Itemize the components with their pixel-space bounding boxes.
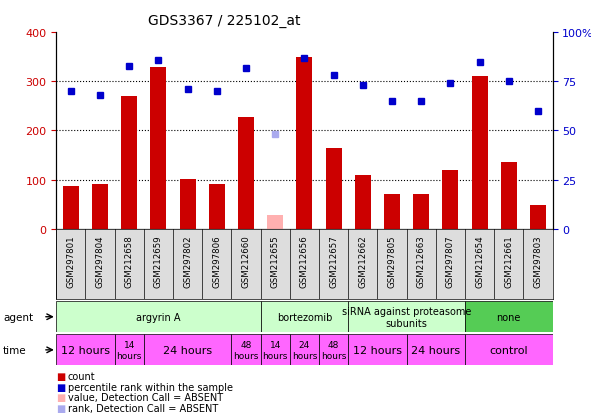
- Text: 24 hours: 24 hours: [163, 345, 212, 355]
- Text: 24
hours: 24 hours: [292, 340, 317, 360]
- Text: GSM212654: GSM212654: [475, 235, 484, 287]
- Text: GSM212663: GSM212663: [417, 235, 426, 287]
- Text: GSM212655: GSM212655: [271, 235, 280, 287]
- Bar: [348, 335, 407, 366]
- Bar: [465, 301, 553, 332]
- Bar: [407, 335, 465, 366]
- Bar: [261, 301, 348, 332]
- Bar: [472, 77, 488, 229]
- Text: 12 hours: 12 hours: [61, 345, 110, 355]
- Text: agent: agent: [3, 312, 33, 322]
- Bar: [238, 117, 254, 229]
- Text: GSM212660: GSM212660: [242, 235, 251, 287]
- Bar: [326, 148, 342, 229]
- Text: control: control: [489, 345, 528, 355]
- Bar: [115, 335, 144, 366]
- Bar: [56, 301, 261, 332]
- Bar: [121, 97, 137, 229]
- Bar: [501, 163, 517, 229]
- Text: none: none: [496, 312, 521, 322]
- Text: GSM212656: GSM212656: [300, 235, 309, 287]
- Text: GSM297805: GSM297805: [388, 235, 397, 287]
- Bar: [63, 186, 79, 229]
- Bar: [348, 301, 465, 332]
- Bar: [290, 335, 319, 366]
- Text: GSM297807: GSM297807: [446, 235, 455, 287]
- Bar: [530, 206, 546, 229]
- Bar: [267, 216, 283, 229]
- Text: 24 hours: 24 hours: [411, 345, 460, 355]
- Text: count: count: [68, 371, 96, 381]
- Text: rank, Detection Call = ABSENT: rank, Detection Call = ABSENT: [68, 403, 218, 413]
- Text: GSM297801: GSM297801: [66, 235, 75, 287]
- Text: GSM297804: GSM297804: [96, 235, 105, 287]
- Text: GSM297802: GSM297802: [183, 235, 192, 287]
- Text: ■: ■: [56, 371, 66, 381]
- Bar: [319, 335, 348, 366]
- Bar: [442, 170, 459, 229]
- Text: ■: ■: [56, 382, 66, 392]
- Text: GSM212657: GSM212657: [329, 235, 338, 287]
- Text: 12 hours: 12 hours: [353, 345, 402, 355]
- Text: 14
hours: 14 hours: [116, 340, 142, 360]
- Bar: [384, 195, 400, 229]
- Text: GSM212659: GSM212659: [154, 235, 163, 287]
- Bar: [150, 67, 167, 229]
- Text: 48
hours: 48 hours: [233, 340, 259, 360]
- Bar: [413, 195, 429, 229]
- Bar: [56, 335, 115, 366]
- Bar: [144, 335, 231, 366]
- Text: GSM297803: GSM297803: [534, 235, 543, 287]
- Text: GDS3367 / 225102_at: GDS3367 / 225102_at: [148, 14, 301, 28]
- Bar: [92, 184, 108, 229]
- Text: percentile rank within the sample: percentile rank within the sample: [68, 382, 233, 392]
- Bar: [261, 335, 290, 366]
- Text: 14
hours: 14 hours: [262, 340, 288, 360]
- Text: value, Detection Call = ABSENT: value, Detection Call = ABSENT: [68, 392, 223, 402]
- Bar: [231, 335, 261, 366]
- Text: 48
hours: 48 hours: [321, 340, 346, 360]
- Text: GSM212661: GSM212661: [504, 235, 513, 287]
- Text: argyrin A: argyrin A: [136, 312, 181, 322]
- Text: GSM297806: GSM297806: [212, 235, 221, 287]
- Bar: [180, 179, 196, 229]
- Bar: [355, 175, 371, 229]
- Bar: [296, 57, 313, 229]
- Text: bortezomib: bortezomib: [277, 312, 332, 322]
- Text: time: time: [3, 345, 27, 355]
- Bar: [465, 335, 553, 366]
- Text: siRNA against proteasome
subunits: siRNA against proteasome subunits: [342, 306, 471, 328]
- Text: ■: ■: [56, 392, 66, 402]
- Text: ■: ■: [56, 403, 66, 413]
- Text: GSM212658: GSM212658: [125, 235, 134, 287]
- Bar: [209, 184, 225, 229]
- Text: GSM212662: GSM212662: [358, 235, 367, 287]
